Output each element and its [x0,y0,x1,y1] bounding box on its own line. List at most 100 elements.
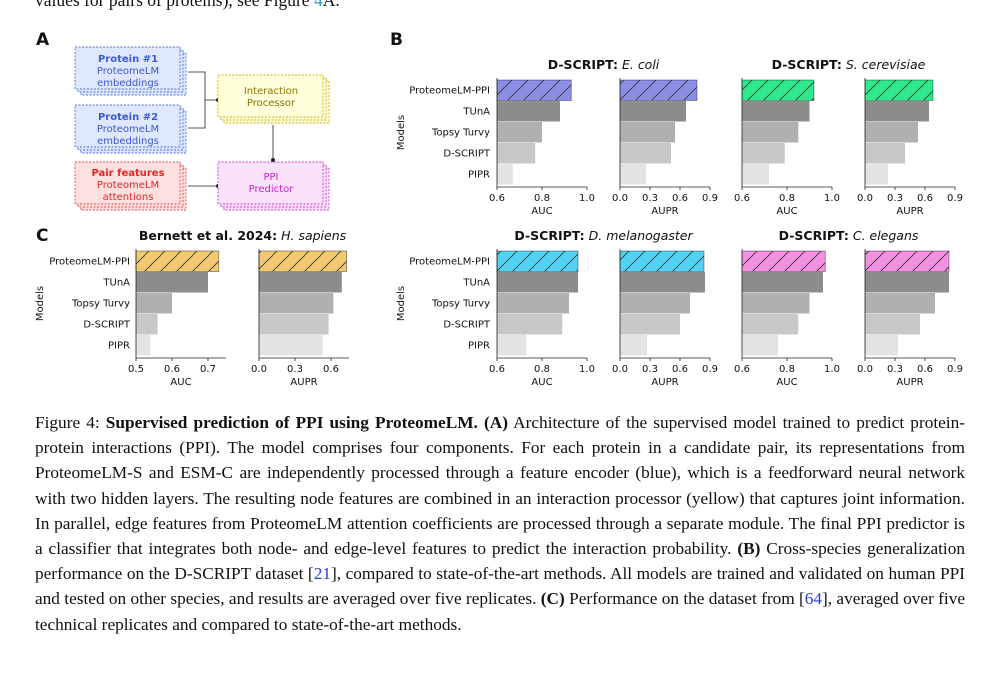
x-tick-label: 0.3 [642,193,658,204]
x-tick-label: 1.0 [579,364,595,375]
bar [497,164,513,185]
bar-hatch [259,251,347,272]
node-text: attentions [103,192,154,203]
panel-label: B [390,30,403,50]
bar [742,101,810,122]
node-title: Protein #1 [98,54,158,65]
text-run[interactable]: 4 [313,0,323,10]
node-text: ProteomeLM [97,124,159,135]
x-tick-label: 1.0 [824,193,840,204]
connector [188,71,274,187]
panel-label: A [36,30,50,50]
chart-title: D-SCRIPT: S. cerevisiae [772,57,926,72]
bar [497,143,536,164]
x-tick-label: 0.8 [779,364,795,375]
bar [259,314,329,335]
x-tick-label: 0.0 [857,364,873,375]
bar [865,335,898,356]
x-axis-label: AUC [170,377,191,388]
node-text: embeddings [97,136,159,147]
bar [865,164,888,185]
text-run: Cross-species generalization performance… [35,539,966,584]
x-tick-label: 0.9 [702,193,718,204]
bar [742,272,823,293]
x-tick-label: 0.6 [672,364,688,375]
category-label: PIPR [108,340,130,351]
chart-title-species: C. elegans [853,228,919,243]
category-label: Topsy Turvy [71,298,130,309]
x-tick-label: 0.7 [200,364,216,375]
x-tick-label: 0.3 [287,364,303,375]
x-axis-label: AUPR [290,377,317,388]
bar [259,293,334,314]
bar [742,143,785,164]
bar [620,164,646,185]
x-tick-label: 0.3 [887,364,903,375]
bar [865,314,920,335]
bar [497,335,527,356]
chart-title: D-SCRIPT: E. coli [548,57,660,72]
chart-title: D-SCRIPT: C. elegans [779,228,919,243]
category-label: TUnA [462,277,490,288]
node-box [217,161,330,211]
chart-title-prefix: Bernett et al. 2024: [139,228,277,243]
chart-title-species: S. cerevisiae [846,57,926,72]
x-axis-label: AUPR [896,206,923,217]
x-tick-label: 0.8 [779,193,795,204]
text-run: (C) [540,589,565,609]
bar [620,272,705,293]
category-label: ProteomeLM-PPI [409,256,490,267]
figure-caption: Figure 4: Supervised prediction of PPI u… [35,410,965,637]
x-axis-label: AUPR [651,206,678,217]
bar-hatch [497,251,578,272]
bar-hatch [742,251,826,272]
node-text: Interaction [244,86,298,97]
x-axis-label: AUC [776,377,797,388]
bar-hatch [865,80,933,101]
x-tick-label: 0.6 [489,364,505,375]
text-run: values for pairs of proteins), see Figur… [35,0,314,10]
text-run: (B) [737,539,761,559]
bar [497,272,578,293]
bar [742,335,778,356]
bar [497,101,560,122]
bar [742,122,799,143]
x-axis-label: AUC [776,206,797,217]
x-tick-label: 0.9 [947,193,963,204]
text-run[interactable]: 21 [313,564,331,584]
node-title: Pair features [91,168,164,179]
node-text: Processor [247,98,296,109]
x-tick-label: 0.6 [734,193,750,204]
category-label: PIPR [468,340,490,351]
x-tick-label: 1.0 [824,364,840,375]
x-tick-label: 0.8 [534,193,550,204]
bar [742,314,799,335]
text-run: ], averaged over five technical replicat… [35,589,966,634]
bar [865,272,949,293]
x-tick-label: 0.8 [534,364,550,375]
text-run: Supervised prediction of PPI using Prote… [105,413,478,432]
bar [136,293,172,314]
bar [742,164,769,185]
bar [865,293,935,314]
category-label: Topsy Turvy [431,298,490,309]
bar [259,272,342,293]
text-run[interactable]: 64 [804,589,823,609]
figure: A B C Protein #1 ProteomeLM embeddings P… [35,30,963,388]
x-tick-label: 0.6 [917,193,933,204]
x-tick-label: 0.5 [128,364,144,375]
chart-title: D-SCRIPT: D. melanogaster [514,228,693,243]
junction [271,158,275,162]
bar-hatch [620,251,704,272]
text-run: ], compared to state-of-the-art methods.… [35,564,966,609]
node-title: Protein #2 [98,112,158,123]
chart-title-prefix: D-SCRIPT: [772,57,842,72]
x-tick-label: 0.6 [164,364,180,375]
bar [259,335,323,356]
text-run: Performance on the dataset from [ [564,589,805,609]
bar [865,101,929,122]
bar [865,143,905,164]
intro-text: values for pairs of proteins), see Figur… [35,0,340,14]
x-axis-label: AUPR [651,377,678,388]
